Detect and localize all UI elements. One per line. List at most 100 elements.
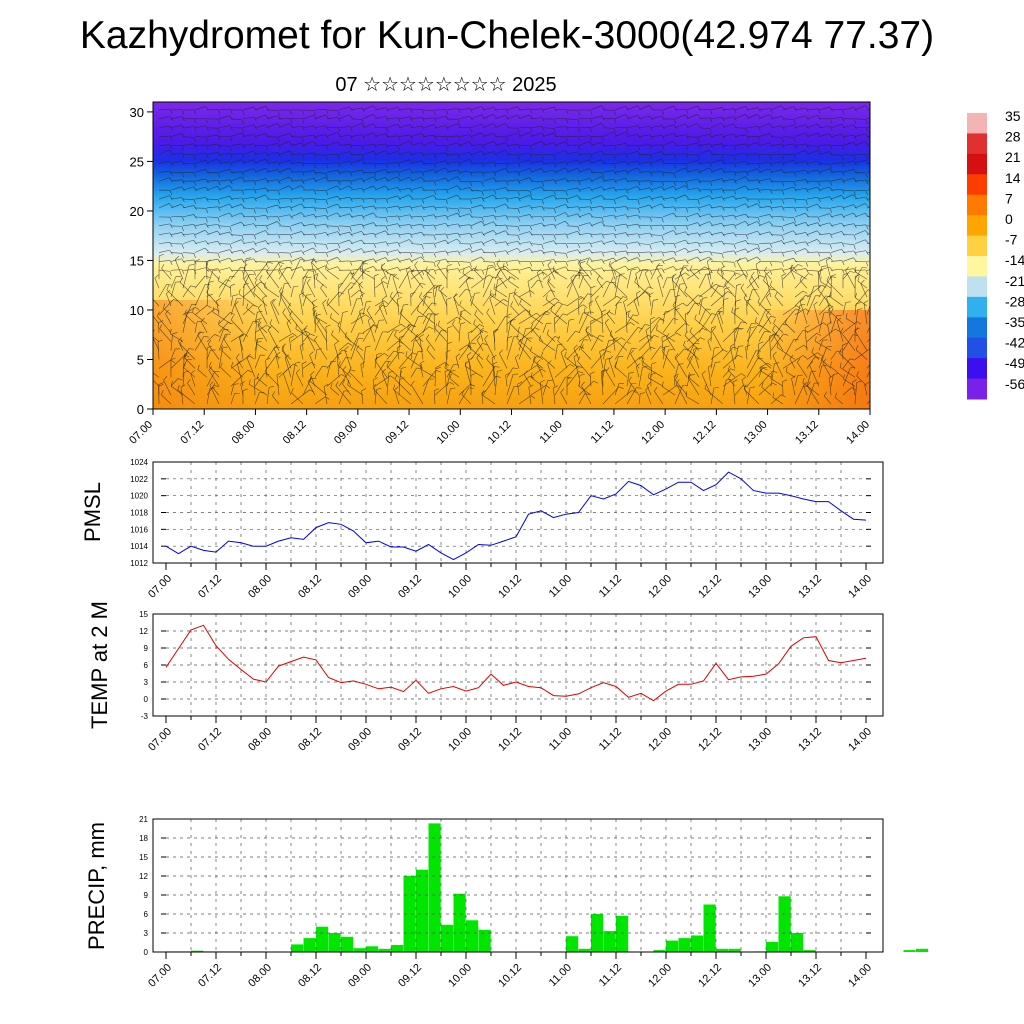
wind-barb-flag [878, 179, 881, 183]
wind-barb [350, 223, 362, 227]
wind-barb-flag [587, 293, 593, 296]
wind-barb [674, 272, 686, 280]
wind-barb [718, 310, 724, 324]
wind-barb-flag [579, 346, 585, 349]
wind-barb [407, 328, 424, 342]
wind-barb-flag [493, 283, 496, 289]
wind-barb-flag [337, 196, 341, 201]
wind-barb [350, 230, 362, 235]
wind-barb [662, 257, 674, 262]
wind-barb [626, 266, 638, 271]
wind-barb [578, 385, 592, 396]
wind-barb-flag [673, 181, 677, 187]
wind-barb-flag [193, 214, 197, 219]
wind-barb [234, 304, 244, 324]
wind-barb [734, 176, 746, 182]
wind-barb-flag [782, 323, 788, 326]
wind-barb-flag [661, 125, 665, 130]
wind-barb-flag [757, 126, 761, 131]
wind-barb [602, 178, 614, 182]
wind-barb-flag [553, 128, 556, 134]
wind-barb-flag [397, 296, 402, 300]
wind-barb [530, 117, 542, 120]
wind-barb-flag [154, 274, 159, 279]
wind-barb [351, 275, 364, 289]
wind-barb-flag [689, 327, 693, 332]
wind-barb [312, 308, 316, 324]
wind-barb-flag [817, 160, 821, 166]
wind-barb [674, 379, 688, 396]
wind-barb-flag [325, 223, 329, 229]
wind-barb [614, 106, 626, 111]
wind-barb [338, 206, 350, 209]
wind-barb [163, 307, 172, 316]
wind-barb [866, 304, 870, 316]
wind-barb-flag [805, 261, 808, 267]
wind-barb-flag [433, 224, 437, 230]
wind-barb [398, 176, 410, 182]
wind-barb [518, 365, 537, 378]
wind-barb [458, 342, 472, 360]
wind-barb [411, 272, 424, 289]
wind-barb [794, 169, 806, 173]
wind-barb-flag [721, 269, 725, 275]
wind-barb [330, 387, 340, 396]
wind-barb [230, 369, 249, 387]
wind-barb-flag [807, 381, 811, 386]
wind-barb [470, 114, 482, 120]
wind-barb-flag [651, 362, 657, 365]
wind-barb-flag [330, 360, 336, 363]
x-tick-label: 12.12 [696, 726, 724, 754]
wind-barb [854, 224, 866, 227]
wind-barb [182, 259, 194, 262]
wind-barb [782, 186, 794, 191]
wind-barb [194, 336, 205, 351]
wind-barb [386, 107, 398, 111]
wind-barb-flag [683, 340, 686, 346]
wind-barb [246, 308, 256, 316]
wind-barb-flag [469, 243, 472, 249]
wind-barb-flag [599, 348, 604, 352]
wind-barb [253, 379, 256, 396]
wind-barb-flag [589, 168, 593, 173]
y-tick-label: 21 [139, 815, 148, 824]
wind-barb [734, 203, 746, 209]
wind-barb-flag [878, 163, 880, 168]
wind-barb-flag [817, 123, 821, 128]
wind-barb [813, 304, 820, 324]
wind-barb [182, 186, 194, 191]
wind-barb [290, 266, 302, 271]
wind-barb-flag [817, 269, 823, 273]
wind-barb [350, 260, 362, 262]
wind-barb [278, 252, 291, 254]
wind-barb-flag [781, 240, 785, 245]
wind-barb [446, 238, 458, 244]
wind-barb [578, 187, 590, 191]
wind-barb-flag [253, 216, 257, 221]
wind-barb-flag [421, 270, 425, 276]
wind-barb-flag [457, 119, 460, 125]
wind-barb [506, 259, 518, 262]
wind-barb [842, 212, 854, 218]
wind-barb-flag [749, 386, 755, 389]
wind-barb [590, 311, 610, 325]
wind-barb [374, 281, 384, 289]
wind-barb-flag [517, 269, 521, 274]
wind-barb [530, 271, 544, 280]
wind-barb [218, 329, 224, 342]
wind-barb-flag [776, 342, 779, 348]
wind-barb [206, 143, 218, 146]
wind-barb-flag [421, 231, 425, 237]
wind-barb [799, 301, 808, 324]
wind-barb-flag [769, 198, 773, 204]
wind-barb [734, 106, 746, 111]
wind-barb [614, 161, 626, 164]
wind-barb [686, 160, 698, 164]
wind-barb-flag [193, 186, 197, 191]
wind-barb-flag [241, 221, 245, 227]
wind-barb [674, 247, 686, 253]
wind-barb-flag [241, 127, 245, 133]
wind-barb [698, 298, 703, 315]
wind-barb [216, 300, 220, 315]
